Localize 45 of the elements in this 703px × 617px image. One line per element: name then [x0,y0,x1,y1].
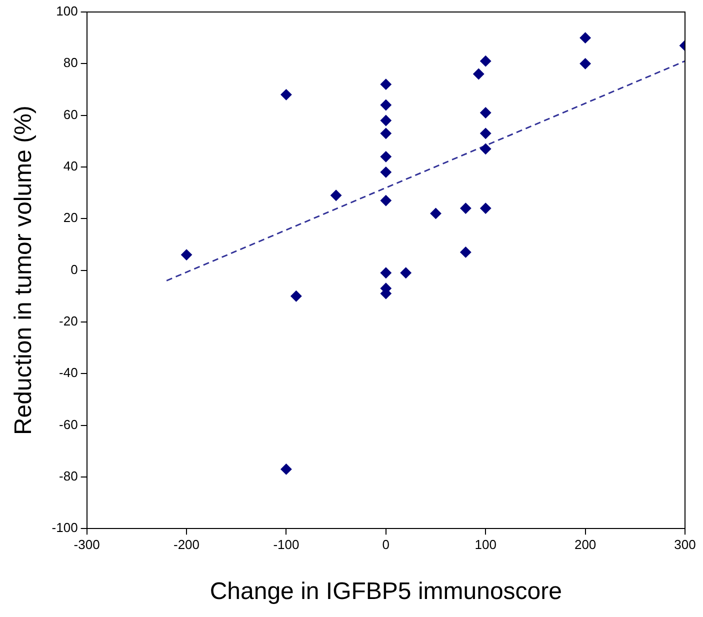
point [330,190,342,201]
y-tick-label: 20 [63,210,78,226]
point [580,58,591,70]
x-tick-label: -200 [174,536,200,552]
point [380,151,392,162]
point [181,249,192,260]
y-tick-label: -80 [59,468,78,484]
y-tick-label: 40 [63,158,78,174]
x-axis-title: Change in IGFBP5 immunoscore [210,578,562,606]
point [380,166,392,178]
y-axis-title: Reduction in tumor volume (%) [10,106,38,436]
y-tick-label: 80 [63,55,78,70]
point [380,99,392,110]
point [280,464,292,475]
y-tick-label: -20 [59,314,78,329]
y-tick-label: -100 [52,520,78,536]
point [480,107,492,118]
y-tick-label: 0 [70,262,78,277]
point [473,68,484,80]
x-tick-label: 0 [382,536,390,552]
point [380,114,392,126]
y-tick-label: -60 [59,416,78,432]
point [380,267,392,278]
point [400,267,412,278]
y-tick-label: 100 [56,4,78,19]
x-tick-label: 300 [674,536,696,552]
point [290,290,302,302]
point [380,128,392,139]
x-tick-label: -300 [74,536,100,552]
x-tick-label: 100 [474,536,496,552]
point [460,202,472,214]
x-tick-label: 200 [574,536,596,552]
y-tick-label: 60 [63,106,78,122]
point [280,89,292,100]
point [480,202,492,214]
point [380,195,392,206]
point [430,208,442,219]
y-tick-label: -40 [59,365,78,380]
point [460,246,472,258]
x-tick-label: -100 [273,536,300,552]
point [480,143,492,154]
point [380,78,392,90]
point [480,128,492,139]
point [480,56,492,67]
point [580,32,591,44]
